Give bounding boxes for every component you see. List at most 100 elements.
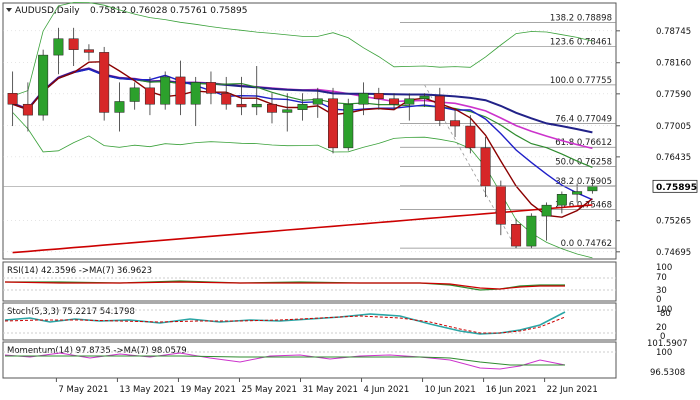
- momentum-content: Momentum(14) 97.8735 ->MA(7) 98.0579 101…: [3, 339, 688, 378]
- fib-level-label: 61.8 0.76612: [555, 138, 612, 148]
- candle-body-bear: [83, 49, 94, 53]
- ohlc-readout: 0.75812 0.76028 0.75761 0.75895: [90, 6, 247, 16]
- candle: [68, 27, 79, 67]
- date-tick-label: 7 May 2021: [58, 385, 108, 395]
- candle: [251, 66, 262, 116]
- momentum-title: Momentum(14) 97.8735 ->MA(7) 98.0579: [7, 346, 187, 356]
- svg-text:20: 20: [656, 323, 667, 333]
- svg-text:0: 0: [660, 332, 665, 342]
- price-axis: 0.78745 0.78160 0.77590 0.77005 0.76435 0.752…: [3, 27, 698, 258]
- price-tick-label: 0.78160: [656, 59, 691, 69]
- candle-body-bear: [7, 93, 18, 105]
- candle-body-bear: [99, 52, 110, 113]
- candle-body-bull: [556, 194, 567, 206]
- candle: [236, 76, 247, 116]
- fib-level-label: 76.4 0.77049: [555, 114, 612, 124]
- candle-body-bull: [297, 103, 308, 110]
- candle-body-bull: [38, 54, 49, 116]
- bollinger-lower-line: [12, 112, 593, 259]
- candle-body-bull: [526, 215, 537, 247]
- rsi-title: RSI(14) 42.3596 ->MA(7) 36.9623: [7, 266, 152, 276]
- candle: [38, 49, 49, 121]
- candle-body-bear: [236, 103, 247, 108]
- candle-body-bull: [343, 103, 354, 149]
- candle: [556, 191, 567, 214]
- price-tick-label: 0.77590: [656, 90, 691, 100]
- candle: [267, 93, 277, 124]
- svg-text:96.5308: 96.5308: [650, 368, 685, 378]
- candle: [175, 60, 186, 116]
- candle-body-bull: [572, 191, 583, 195]
- fib-level-label: 138.2 0.78898: [550, 13, 612, 23]
- candle: [190, 76, 201, 127]
- fib-level-label: 123.6 0.78461: [550, 37, 612, 47]
- momentum-line: [4, 352, 566, 370]
- ma-long-red-line: [12, 204, 593, 254]
- candle-body-bull: [358, 93, 369, 105]
- candle-body-bear: [328, 98, 338, 149]
- symbol-label: AUDUSD,Daily: [15, 6, 80, 16]
- candle: [343, 98, 354, 151]
- candle: [83, 44, 94, 61]
- candle-body-bear: [144, 87, 155, 105]
- candle: [7, 71, 18, 127]
- candle: [404, 93, 415, 121]
- candle: [160, 71, 171, 110]
- candle-body-bear: [511, 224, 522, 247]
- candle-body-bull: [160, 76, 171, 105]
- candle-body-bull: [419, 95, 430, 100]
- svg-text:101.5907: 101.5907: [647, 339, 688, 349]
- svg-text:0: 0: [656, 295, 661, 305]
- date-tick-label: 25 May 2021: [241, 385, 296, 395]
- dropdown-arrow-icon[interactable]: [6, 8, 12, 12]
- price-tick-label: 0.77005: [656, 122, 691, 132]
- date-tick-label: 10 Jun 2021: [425, 385, 476, 395]
- candle: [526, 213, 537, 249]
- candle-body-bear: [221, 93, 232, 105]
- candle: [312, 87, 323, 118]
- candle-body-bear: [68, 38, 79, 50]
- date-tick-label: 13 May 2021: [119, 385, 174, 395]
- candle-body-bear: [389, 98, 400, 105]
- main-plot-area[interactable]: [2, 2, 617, 260]
- stoch-content: Stoch(5,3,3) 75.2217 54.1798 100 80 20 0: [3, 305, 672, 342]
- candle: [205, 71, 216, 105]
- price-tick-label: 0.78745: [656, 27, 691, 37]
- price-tick-label: 0.74695: [656, 248, 691, 258]
- rsi-panel[interactable]: [2, 261, 617, 302]
- candle: [53, 27, 64, 75]
- candle: [358, 82, 369, 116]
- rsi-ma-line: [4, 281, 565, 290]
- candle-body-bull: [587, 186, 598, 192]
- fib-level-label: 38.2 0.75905: [555, 177, 612, 187]
- candle-body-bull: [541, 204, 552, 217]
- momentum-panel[interactable]: [2, 341, 617, 379]
- svg-text:100: 100: [656, 305, 672, 315]
- candle: [144, 76, 155, 116]
- price-tick-label: 0.75265: [656, 217, 691, 227]
- date-tick-label: 4 Jun 2021: [364, 385, 410, 395]
- candle: [22, 82, 33, 132]
- candle-body-bear: [495, 185, 506, 225]
- price-tick-label: 0.76435: [656, 153, 691, 163]
- candle: [99, 46, 110, 121]
- stoch-title: Stoch(5,3,3) 75.2217 54.1798: [7, 307, 135, 317]
- candle-body-bear: [22, 103, 33, 116]
- current-price-badge: [652, 179, 698, 193]
- svg-text:70: 70: [656, 273, 667, 283]
- candle-body-bull: [312, 98, 323, 105]
- candle-body-bear: [175, 76, 186, 105]
- fib-level-label: 50.0 0.76258: [555, 158, 612, 168]
- candle: [434, 87, 445, 127]
- candle-body-bull: [53, 38, 64, 56]
- candle: [129, 82, 140, 110]
- candle: [373, 87, 384, 110]
- candle-body-bull: [282, 109, 293, 113]
- candlesticks: [7, 27, 598, 249]
- candle-body-bear: [373, 93, 384, 100]
- candle-body-bull: [251, 103, 262, 108]
- candle: [511, 218, 522, 249]
- date-tick-label: 19 May 2021: [180, 385, 235, 395]
- current-price-label: 0.75895: [656, 183, 697, 193]
